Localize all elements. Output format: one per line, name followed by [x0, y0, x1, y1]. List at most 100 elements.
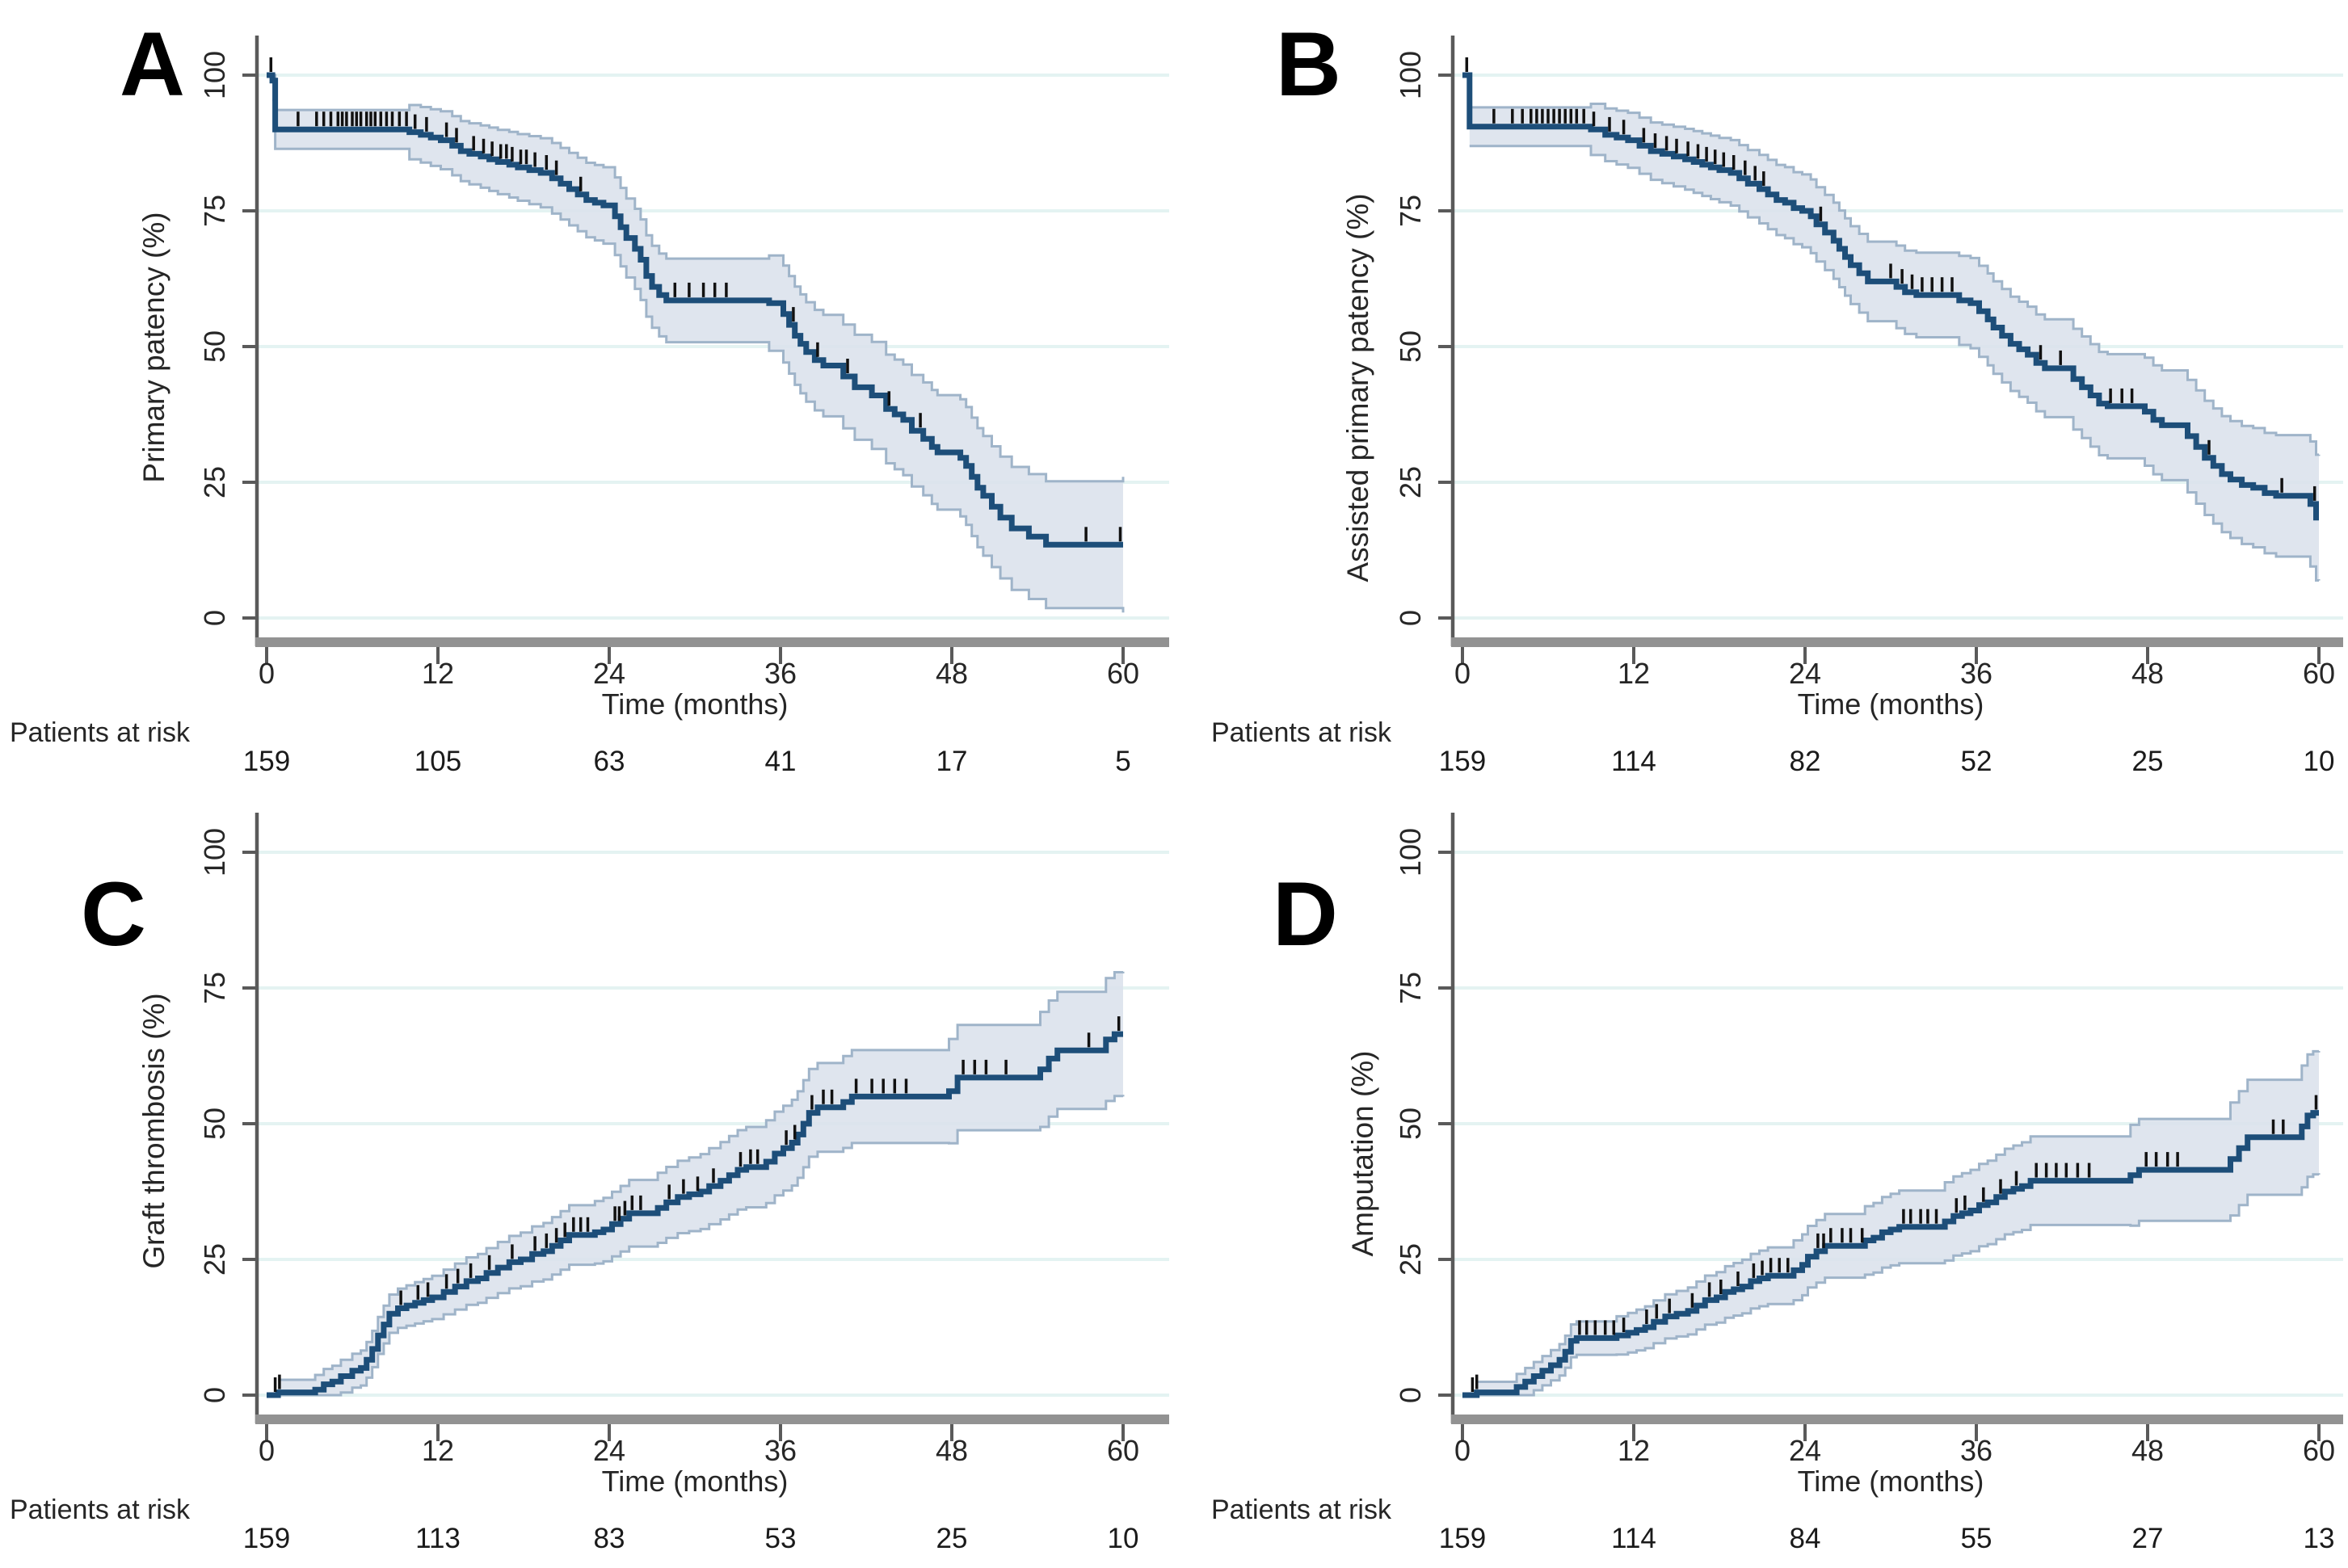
risk-count: 63 [594, 746, 625, 777]
confidence-band [278, 971, 1124, 1395]
risk-count: 27 [2132, 1523, 2164, 1554]
x-tick-label: 12 [1618, 1434, 1650, 1467]
y-tick-label: 100 [1394, 51, 1427, 99]
panel-letter: A [120, 14, 185, 115]
x-tick-label: 24 [1789, 1434, 1821, 1467]
panel-a: 0 25 50 75 100 0 12 24 36 48 60 Time (months) Primar… [10, 14, 1169, 777]
x-tick-label: 24 [1789, 657, 1821, 690]
x-tick-label: 24 [593, 657, 625, 690]
km-curve [1462, 1110, 2319, 1398]
confidence-band-upper-edge [1469, 103, 2321, 456]
y-tick-label: 25 [198, 466, 231, 498]
y-tick-label: 25 [198, 1243, 231, 1276]
x-axis-line [1451, 1415, 2343, 1424]
x-axis-label: Time (months) [1798, 1465, 1984, 1498]
x-tick-label: 12 [422, 1434, 454, 1467]
y-tick-label: 25 [1394, 466, 1427, 498]
x-tick-label: 48 [936, 657, 968, 690]
x-tick-label: 48 [936, 1434, 968, 1467]
panel-b: 0 25 50 75 100 0 12 24 36 48 60 Time (months) Assist… [1211, 14, 2343, 777]
y-tick-label: 50 [198, 330, 231, 363]
km-curve [267, 72, 1123, 548]
x-tick-label: 36 [1960, 1434, 1992, 1467]
x-tick-label: 48 [2131, 657, 2164, 690]
risk-count: 84 [1790, 1523, 1821, 1554]
confidence-band-lower-edge [1469, 145, 2321, 582]
y-axis-label: Amputation (%) [1346, 1051, 1379, 1257]
y-tick-label: 0 [1394, 610, 1427, 626]
confidence-band-lower-edge [272, 99, 1125, 613]
y-tick-label: 50 [198, 1108, 231, 1140]
y-axis-label: Assisted primary patency (%) [1341, 193, 1374, 582]
km-curve [267, 1031, 1123, 1398]
risk-count: 5 [1115, 746, 1130, 777]
x-tick-label: 0 [259, 657, 275, 690]
y-tick-label: 25 [1394, 1243, 1427, 1276]
x-tick-label: 60 [2303, 657, 2335, 690]
x-axis-line [255, 1415, 1169, 1424]
risk-count: 159 [1439, 1523, 1486, 1554]
risk-count: 113 [415, 1523, 461, 1554]
risk-count: 55 [1961, 1523, 1992, 1554]
x-tick-label: 12 [1618, 657, 1650, 690]
confidence-band-upper-edge [278, 971, 1125, 1381]
risk-count: 25 [2132, 746, 2164, 777]
y-tick-label: 75 [198, 972, 231, 1004]
y-tick-label: 50 [1394, 330, 1427, 363]
panel-d: 0 25 50 75 100 0 12 24 36 48 60 Time (months) Amputa… [1211, 813, 2343, 1554]
risk-count: 159 [243, 746, 290, 777]
x-axis-line [255, 637, 1169, 647]
x-tick-label: 0 [1454, 1434, 1471, 1467]
risk-count: 105 [414, 746, 461, 777]
risk-count: 52 [1961, 746, 1992, 777]
risk-count: 17 [936, 746, 968, 777]
patients-at-risk-label: Patients at risk [10, 717, 191, 748]
risk-count: 41 [765, 746, 797, 777]
x-tick-label: 36 [1960, 657, 1992, 690]
x-tick-label: 0 [1454, 657, 1471, 690]
panel-letter: B [1276, 14, 1341, 115]
x-tick-label: 60 [1107, 657, 1139, 690]
confidence-band-upper-edge [1476, 1049, 2321, 1383]
confidence-band-lower-edge [278, 1095, 1125, 1397]
y-tick-label: 0 [198, 610, 231, 626]
y-tick-label: 75 [1394, 195, 1427, 227]
risk-count: 114 [1611, 1523, 1656, 1554]
x-axis-label: Time (months) [1798, 687, 1984, 721]
risk-count: 159 [243, 1523, 290, 1554]
y-tick-label: 75 [1394, 972, 1427, 1004]
y-tick-label: 100 [198, 828, 231, 876]
confidence-band [1476, 1051, 2319, 1395]
x-tick-label: 60 [2303, 1434, 2335, 1467]
y-tick-label: 100 [1394, 828, 1427, 876]
x-axis-label: Time (months) [602, 687, 789, 721]
x-tick-label: 12 [422, 657, 454, 690]
confidence-band-lower-edge [1476, 1173, 2321, 1397]
patients-at-risk-label: Patients at risk [10, 1494, 191, 1525]
patients-at-risk-label: Patients at risk [1211, 717, 1392, 748]
risk-count: 10 [2304, 746, 2335, 777]
y-tick-label: 50 [1394, 1108, 1427, 1140]
x-tick-label: 36 [764, 657, 797, 690]
km-curve [1462, 72, 2319, 521]
x-tick-label: 24 [593, 1434, 625, 1467]
y-tick-label: 100 [198, 51, 231, 99]
confidence-band [272, 75, 1124, 613]
x-tick-label: 0 [259, 1434, 275, 1467]
risk-count: 53 [765, 1523, 797, 1554]
x-tick-label: 60 [1107, 1434, 1139, 1467]
y-tick-label: 0 [1394, 1387, 1427, 1403]
patients-at-risk-label: Patients at risk [1211, 1494, 1392, 1525]
x-axis-line [1451, 637, 2343, 647]
x-tick-label: 48 [2131, 1434, 2164, 1467]
x-axis-label: Time (months) [602, 1465, 789, 1498]
y-axis-label: Graft thrombosis (%) [137, 993, 170, 1268]
risk-count: 25 [936, 1523, 968, 1554]
risk-count: 82 [1790, 746, 1821, 777]
risk-count: 10 [1108, 1523, 1139, 1554]
confidence-band-upper-edge [272, 74, 1125, 483]
risk-count: 13 [2304, 1523, 2335, 1554]
panel-letter: C [81, 864, 146, 965]
risk-count: 83 [594, 1523, 625, 1554]
